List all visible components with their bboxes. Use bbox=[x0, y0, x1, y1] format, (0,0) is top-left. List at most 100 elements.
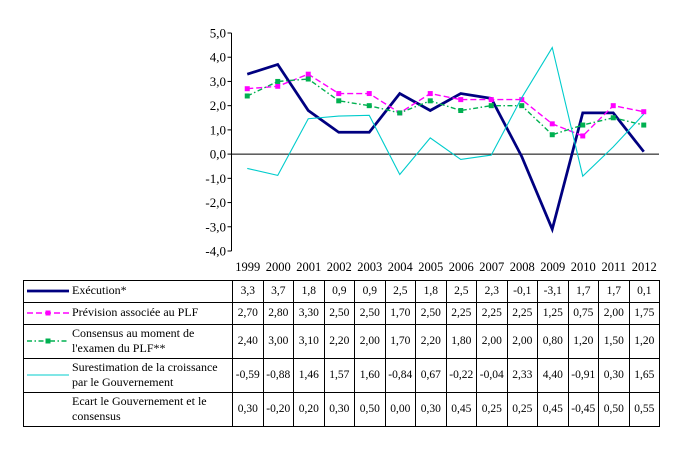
value-cell: -0,88 bbox=[262, 357, 294, 393]
value-cell: 3,3 bbox=[232, 279, 264, 303]
line-chart-plot: 5,0 4,0 3,0 2,0 1,0 0,0 -1,0 -2,0 -3,0 -4,0 bbox=[205, 26, 659, 259]
value-cell: 0,30 bbox=[323, 391, 355, 428]
value-cell: 2,3 bbox=[476, 279, 508, 303]
value-cell: 2,25 bbox=[506, 301, 538, 325]
value-cell: 1,60 bbox=[354, 357, 386, 393]
y-axis-label: 2,0 bbox=[210, 98, 226, 113]
series-marker-consensus bbox=[519, 103, 525, 109]
series-marker-prevision_plf bbox=[641, 109, 647, 115]
value-cell: 1,80 bbox=[445, 323, 477, 359]
value-cell: 1,8 bbox=[415, 279, 447, 303]
series-marker-prevision_plf bbox=[427, 91, 433, 97]
series-label: Consensus au moment de l'examen du PLF** bbox=[72, 325, 195, 356]
series-marker-consensus bbox=[427, 98, 433, 104]
y-axis-label: -2,0 bbox=[205, 195, 226, 210]
value-cell: 0,67 bbox=[415, 357, 447, 393]
series-line-execution bbox=[246, 62, 645, 234]
value-cell: -0,84 bbox=[384, 357, 416, 393]
value-cell: 2,25 bbox=[476, 301, 508, 325]
value-cell: 2,00 bbox=[598, 301, 630, 325]
legend-line-sample bbox=[27, 289, 69, 293]
value-cell: 2,80 bbox=[262, 301, 294, 325]
series-line-surestimation bbox=[247, 46, 645, 178]
value-cell: 2,50 bbox=[415, 301, 447, 325]
value-cell: 1,50 bbox=[598, 323, 630, 359]
legend-line-sample bbox=[27, 338, 69, 344]
value-cell: 2,33 bbox=[506, 357, 538, 393]
value-cell: 0,45 bbox=[537, 391, 569, 428]
series-label: Prévision associée au PLF bbox=[72, 305, 199, 320]
series-marker-prevision_plf bbox=[488, 97, 494, 103]
value-cell: 1,20 bbox=[567, 323, 599, 359]
year-label: 1999 bbox=[235, 260, 261, 275]
year-label: 2012 bbox=[631, 260, 657, 275]
value-cell: 1,46 bbox=[293, 357, 325, 393]
year-label: 2010 bbox=[570, 260, 596, 275]
value-cell: -0,04 bbox=[476, 357, 508, 393]
series-marker-prevision_plf bbox=[366, 91, 372, 97]
table-row: Ecart le Gouvernement et le consensus 0,3… bbox=[23, 391, 660, 428]
value-cell: -0,59 bbox=[232, 357, 264, 393]
value-cell: 1,25 bbox=[537, 301, 569, 325]
series-label: Ecart le Gouvernement et le consensus bbox=[72, 393, 207, 424]
year-label: 2007 bbox=[479, 260, 505, 275]
value-cell: 1,7 bbox=[598, 279, 630, 303]
series-label-cell: Prévision associée au PLF bbox=[23, 301, 233, 325]
value-cell: 0,9 bbox=[354, 279, 386, 303]
series-marker-consensus bbox=[580, 122, 586, 128]
year-label: 2011 bbox=[601, 260, 627, 275]
series-label-cell: Consensus au moment de l'examen du PLF** bbox=[23, 323, 233, 359]
value-cell: 0,30 bbox=[415, 391, 447, 428]
value-cell: 2,00 bbox=[354, 323, 386, 359]
legend-line-sample bbox=[27, 374, 69, 376]
year-label: 2001 bbox=[296, 260, 322, 275]
y-axis-label: 3,0 bbox=[210, 74, 226, 89]
value-cell: 1,20 bbox=[628, 323, 660, 359]
legend-sample-consensus bbox=[25, 335, 71, 347]
series-marker-consensus bbox=[458, 108, 464, 114]
value-cell: 0,25 bbox=[506, 391, 538, 428]
value-cell: -0,45 bbox=[567, 391, 599, 428]
value-cell: 0,55 bbox=[628, 391, 660, 428]
year-label: 2004 bbox=[387, 260, 413, 275]
year-label: 2009 bbox=[540, 260, 566, 275]
y-axis-label: 4,0 bbox=[210, 50, 226, 65]
value-cell: 0,00 bbox=[384, 391, 416, 428]
value-cell: 0,20 bbox=[293, 391, 325, 428]
series-marker-prevision_plf bbox=[336, 91, 342, 97]
y-axis-label: -3,0 bbox=[205, 219, 226, 234]
value-cell: 0,1 bbox=[628, 279, 660, 303]
value-cell: 2,5 bbox=[445, 279, 477, 303]
value-cell: 0,25 bbox=[476, 391, 508, 428]
year-label: 2003 bbox=[357, 260, 383, 275]
value-cell: 0,50 bbox=[354, 391, 386, 428]
series-marker-prevision_plf bbox=[580, 133, 586, 139]
y-axis-label: 1,0 bbox=[210, 122, 226, 137]
value-cell: 1,70 bbox=[384, 301, 416, 325]
value-cell: 1,70 bbox=[384, 323, 416, 359]
value-cell: 2,25 bbox=[445, 301, 477, 325]
table-row: Exécution* 3,3 3,7 1,8 0,9 0,9 2,5 1,8 2,5 2,3 -0,… bbox=[23, 279, 660, 303]
year-label: 2006 bbox=[448, 260, 474, 275]
series-marker-consensus bbox=[305, 76, 311, 82]
value-cell: 1,8 bbox=[293, 279, 325, 303]
year-header-row: 1999 2000 2001 2002 2003 2004 2005 2006 2007 2008… bbox=[24, 256, 660, 280]
series-marker-prevision_plf bbox=[305, 71, 311, 77]
value-cell: -0,91 bbox=[567, 357, 599, 393]
value-cell: 2,20 bbox=[323, 323, 355, 359]
value-cell: 2,00 bbox=[476, 323, 508, 359]
series-label: Exécution* bbox=[72, 283, 127, 298]
series-marker-consensus bbox=[488, 103, 494, 109]
value-cell: -3,1 bbox=[537, 279, 569, 303]
value-cell: 2,70 bbox=[232, 301, 264, 325]
year-header-spacer bbox=[24, 256, 233, 280]
value-cell: 0,45 bbox=[445, 391, 477, 428]
series-marker-prevision_plf bbox=[275, 83, 281, 89]
value-cell: 1,75 bbox=[628, 301, 660, 325]
year-label: 2008 bbox=[509, 260, 535, 275]
value-cell: 2,40 bbox=[232, 323, 264, 359]
series-label-cell: Surestimation de la croissance par le Go… bbox=[23, 357, 233, 393]
value-cell: 2,50 bbox=[354, 301, 386, 325]
value-cell: 2,50 bbox=[323, 301, 355, 325]
